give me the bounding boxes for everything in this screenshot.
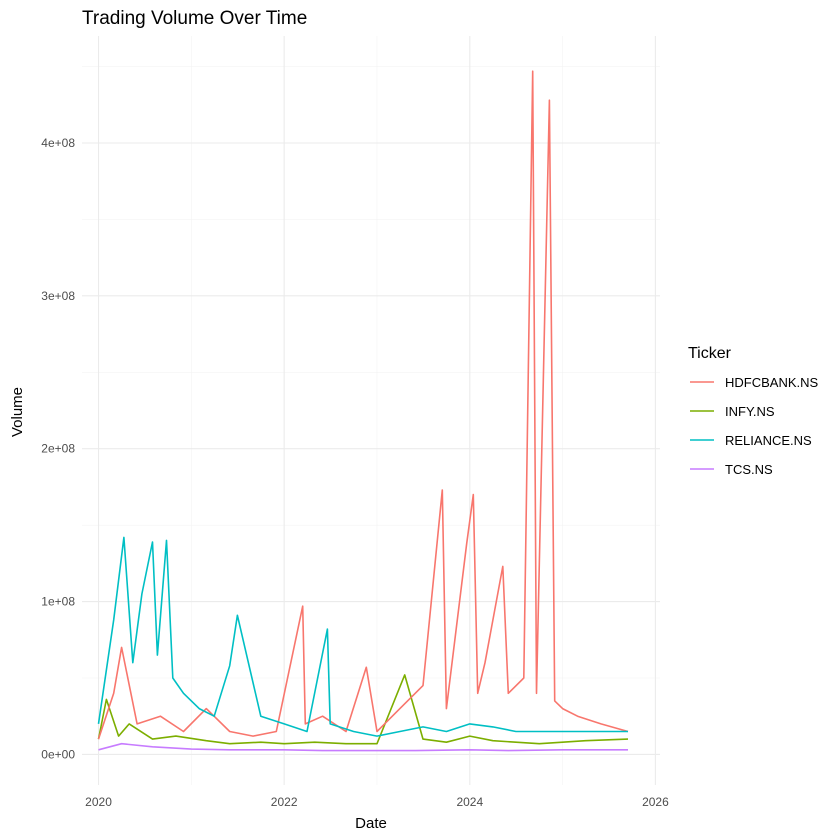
- y-tick-label: 3e+08: [41, 289, 75, 303]
- grid: [82, 36, 660, 785]
- x-tick-label: 2026: [642, 795, 669, 809]
- legend-label: RELIANCE.NS: [725, 433, 812, 448]
- series-lines: [97, 70, 629, 752]
- y-axis-title: Volume: [9, 387, 26, 437]
- legend-label: TCS.NS: [725, 462, 773, 477]
- legend: Ticker HDFCBANK.NS INFY.NS RELIANCE.NS TCS.…: [688, 345, 819, 477]
- series-line-infy-ns: [97, 674, 629, 745]
- chart-title: Trading Volume Over Time: [82, 8, 307, 29]
- y-tick-label: 1e+08: [41, 595, 75, 609]
- y-tick-label: 4e+08: [41, 136, 75, 150]
- y-axis-ticks: 0e+00 1e+08 2e+08 3e+08 4e+08: [41, 136, 75, 761]
- legend-title: Ticker: [688, 345, 732, 362]
- x-axis-title: Date: [355, 815, 387, 832]
- y-tick-label: 0e+00: [41, 747, 75, 761]
- legend-label: INFY.NS: [725, 404, 775, 419]
- series-line-tcs-ns: [98, 742, 628, 752]
- x-tick-label: 2022: [271, 795, 298, 809]
- x-tick-label: 2024: [456, 795, 483, 809]
- series-line-hdfcbank-ns: [97, 70, 629, 740]
- x-axis-ticks: 2020 2022 2024 2026: [85, 795, 669, 809]
- x-tick-label: 2020: [85, 795, 112, 809]
- series-line-reliance-ns: [97, 536, 628, 737]
- y-tick-label: 2e+08: [41, 442, 75, 456]
- legend-label: HDFCBANK.NS: [725, 375, 819, 390]
